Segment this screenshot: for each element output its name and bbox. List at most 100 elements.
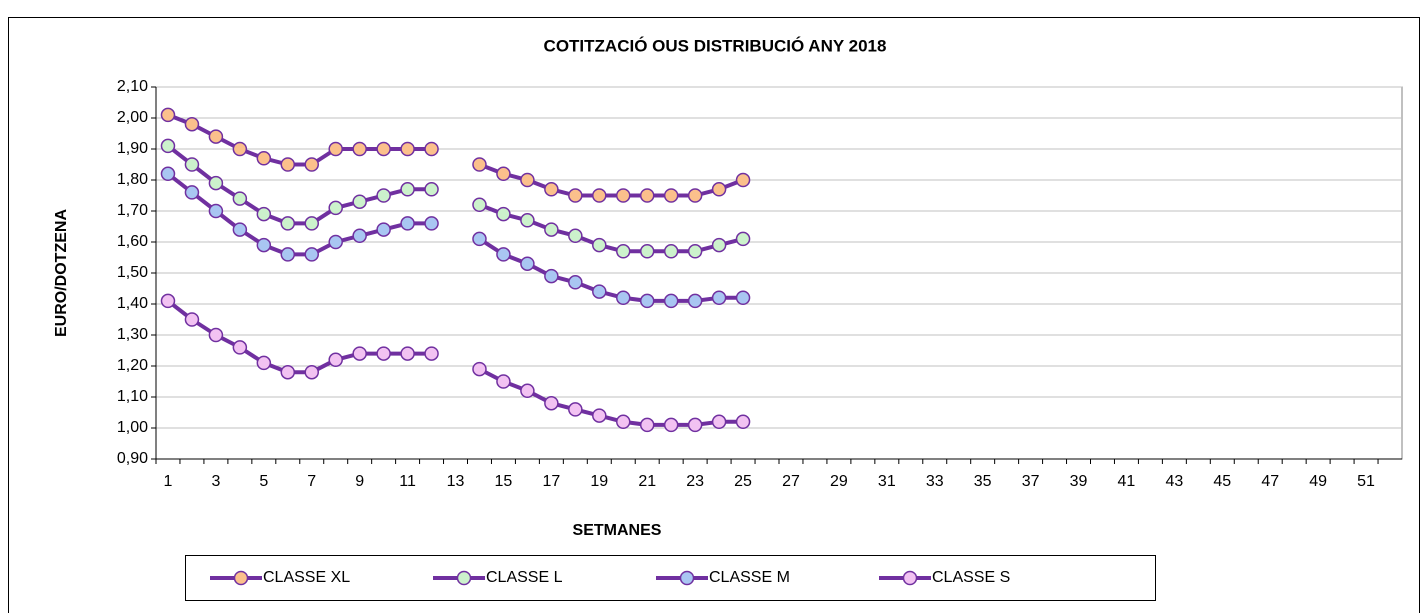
marker bbox=[592, 188, 607, 203]
marker bbox=[328, 234, 343, 250]
marker bbox=[352, 346, 367, 361]
y-tick-label: 2,10 bbox=[117, 78, 148, 95]
x-tick-label: 13 bbox=[447, 473, 465, 490]
y-tick-label: 0,90 bbox=[117, 450, 148, 467]
marker bbox=[400, 346, 415, 361]
y-tick-label: 1,60 bbox=[117, 233, 148, 250]
marker bbox=[376, 346, 391, 361]
marker bbox=[328, 200, 343, 216]
marker bbox=[639, 417, 655, 433]
marker bbox=[304, 364, 319, 380]
marker bbox=[280, 157, 296, 172]
x-tick-label: 29 bbox=[830, 473, 848, 490]
marker bbox=[304, 216, 319, 231]
x-tick-label: 37 bbox=[1022, 473, 1040, 490]
marker bbox=[280, 247, 296, 262]
marker bbox=[711, 414, 727, 430]
marker bbox=[232, 340, 248, 355]
legend-label: CLASSE XL bbox=[263, 569, 350, 586]
marker bbox=[376, 188, 391, 203]
marker bbox=[687, 244, 703, 259]
marker bbox=[592, 284, 607, 299]
chart-title: COTITZACIÓ OUS DISTRIBUCIÓ ANY 2018 bbox=[544, 36, 887, 55]
marker bbox=[304, 247, 319, 262]
marker bbox=[280, 216, 296, 231]
marker bbox=[400, 141, 415, 157]
marker bbox=[735, 172, 751, 188]
marker bbox=[568, 188, 583, 203]
x-tick-label: 25 bbox=[734, 473, 752, 490]
legend-label: CLASSE M bbox=[709, 569, 790, 586]
marker bbox=[544, 268, 559, 284]
marker bbox=[424, 346, 439, 361]
marker bbox=[687, 188, 703, 203]
marker bbox=[735, 414, 751, 430]
x-tick-label: 45 bbox=[1213, 473, 1231, 490]
marker bbox=[687, 293, 703, 309]
y-tick-label: 1,30 bbox=[117, 326, 148, 343]
y-tick-label: 1,00 bbox=[117, 419, 148, 436]
marker bbox=[232, 141, 248, 157]
marker bbox=[568, 228, 583, 244]
legend-marker bbox=[233, 570, 249, 586]
marker bbox=[616, 244, 631, 259]
marker bbox=[520, 213, 535, 228]
marker bbox=[616, 290, 631, 306]
marker bbox=[735, 290, 751, 306]
marker bbox=[639, 293, 655, 309]
marker bbox=[592, 237, 607, 253]
marker bbox=[160, 138, 176, 154]
y-tick-label: 1,90 bbox=[117, 140, 148, 157]
marker bbox=[256, 206, 272, 222]
legend-label: CLASSE L bbox=[486, 569, 563, 586]
marker bbox=[544, 222, 559, 237]
x-tick-label: 1 bbox=[164, 473, 173, 490]
x-axis-label: SETMANES bbox=[573, 522, 662, 539]
marker bbox=[184, 312, 200, 327]
x-tick-label: 9 bbox=[355, 473, 364, 490]
marker bbox=[663, 244, 679, 259]
marker bbox=[520, 172, 535, 188]
x-tick-label: 51 bbox=[1357, 473, 1375, 490]
marker bbox=[616, 188, 631, 203]
marker bbox=[711, 182, 727, 197]
marker bbox=[400, 182, 415, 197]
y-tick-label: 1,40 bbox=[117, 295, 148, 312]
x-tick-label: 39 bbox=[1070, 473, 1088, 490]
marker bbox=[424, 141, 439, 157]
marker bbox=[663, 293, 679, 309]
legend-marker bbox=[456, 570, 472, 586]
marker bbox=[256, 151, 272, 166]
marker bbox=[544, 395, 559, 411]
y-tick-label: 1,10 bbox=[117, 388, 148, 405]
marker bbox=[400, 216, 415, 231]
marker bbox=[496, 206, 511, 222]
marker bbox=[735, 231, 751, 247]
marker bbox=[424, 182, 439, 197]
marker bbox=[208, 175, 224, 191]
marker bbox=[232, 191, 248, 206]
x-tick-label: 7 bbox=[307, 473, 316, 490]
marker bbox=[160, 293, 176, 309]
marker bbox=[256, 355, 272, 371]
x-tick-label: 43 bbox=[1165, 473, 1183, 490]
marker bbox=[184, 185, 200, 200]
y-tick-label: 1,80 bbox=[117, 171, 148, 188]
x-tick-label: 41 bbox=[1118, 473, 1136, 490]
marker bbox=[328, 352, 343, 368]
marker bbox=[352, 141, 367, 157]
marker bbox=[160, 166, 176, 182]
marker bbox=[304, 157, 319, 172]
marker bbox=[544, 182, 559, 197]
x-tick-label: 49 bbox=[1309, 473, 1327, 490]
marker bbox=[639, 244, 655, 259]
y-tick-label: 2,00 bbox=[117, 109, 148, 126]
x-tick-label: 27 bbox=[782, 473, 800, 490]
marker bbox=[280, 364, 296, 380]
marker bbox=[568, 402, 583, 417]
marker bbox=[232, 222, 248, 237]
marker bbox=[352, 228, 367, 244]
marker bbox=[376, 141, 391, 157]
marker bbox=[496, 166, 511, 182]
